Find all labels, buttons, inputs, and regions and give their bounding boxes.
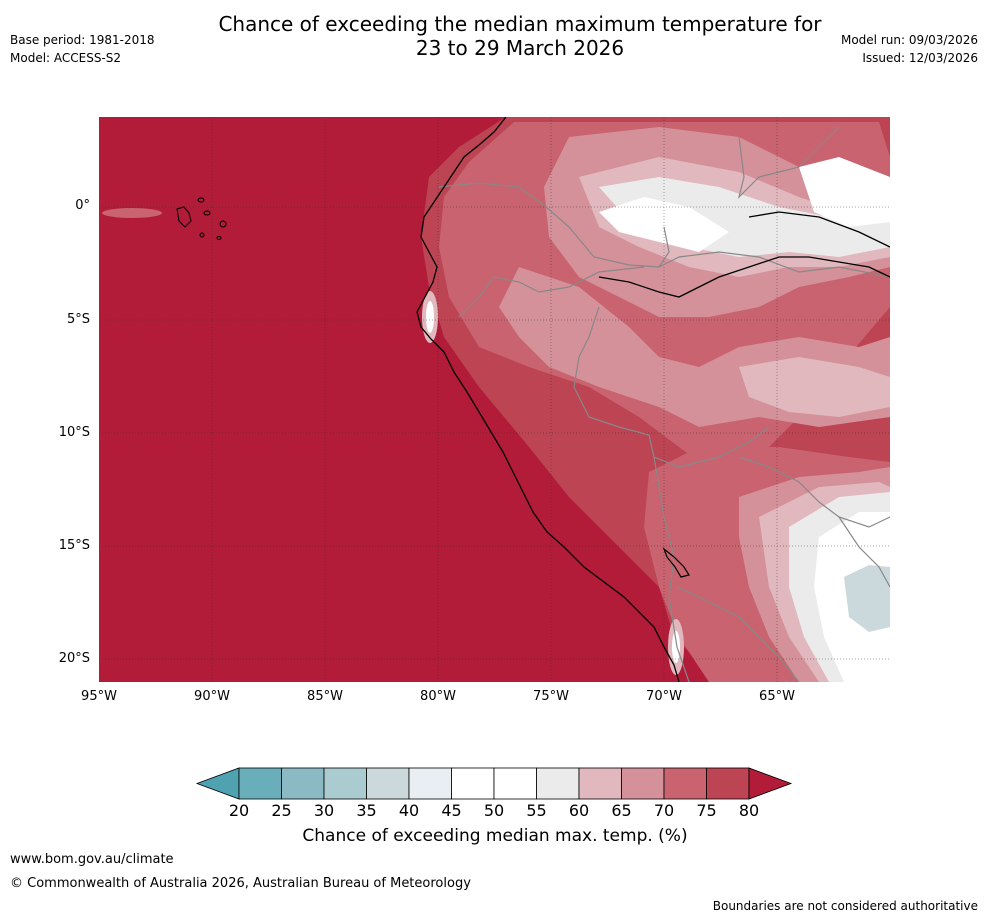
coastline-pacific xyxy=(416,117,680,682)
website-link[interactable]: www.bom.gov.au/climate xyxy=(10,852,174,867)
colorbar-tick-45: 45 xyxy=(441,801,462,820)
land-field-50-ne xyxy=(799,157,890,227)
lon-label-70w: 70°W xyxy=(646,689,682,704)
map-title: Chance of exceeding the median maximum t… xyxy=(0,12,988,60)
river-amazon xyxy=(598,256,890,298)
colorbar-tick-25: 25 xyxy=(271,801,292,820)
colorbar-tick-80: 80 xyxy=(738,801,760,820)
lon-label-95w: 95°W xyxy=(81,689,117,704)
graticule xyxy=(99,117,890,682)
lat-label-20s: 20°S xyxy=(58,651,90,666)
colorbar-bin-70-75 xyxy=(663,767,707,800)
lake-titicaca xyxy=(662,547,690,578)
left-metadata: Base period: 1981-2018 Model: ACCESS-S2 xyxy=(10,31,155,67)
colorbar-bin-75-80 xyxy=(706,767,750,800)
colorbar-bin-45-50 xyxy=(451,767,495,800)
galapagos-islands xyxy=(176,197,227,240)
colorbar-bin-25-30 xyxy=(281,767,325,800)
right-metadata: Model run: 09/03/2026 Issued: 12/03/2026 xyxy=(841,31,978,67)
issued-date: Issued: 12/03/2026 xyxy=(862,51,978,65)
colorbar-bin-50-55 xyxy=(493,767,537,800)
colorbar-tick-75: 75 xyxy=(696,801,717,820)
colorbar-extend-low xyxy=(195,767,240,800)
colorbar-bin-35-40 xyxy=(366,767,410,800)
title-line-2: 23 to 29 March 2026 xyxy=(415,36,625,60)
river-negro xyxy=(748,211,890,248)
colorbar-label: Chance of exceeding median max. temp. (%… xyxy=(302,826,688,846)
colorbar-tick-35: 35 xyxy=(356,801,377,820)
model-name: Model: ACCESS-S2 xyxy=(10,51,122,65)
land-field-40-south xyxy=(844,565,890,632)
lon-label-75w: 75°W xyxy=(533,689,569,704)
colorbar xyxy=(195,767,793,800)
lon-label-65w: 65°W xyxy=(759,689,795,704)
colorbar-tick-40: 40 xyxy=(398,801,420,820)
colorbar-bin-65-70 xyxy=(621,767,665,800)
country-borders xyxy=(438,126,890,682)
colorbar-bin-60-65 xyxy=(578,767,622,800)
model-run: Model run: 09/03/2026 xyxy=(840,33,978,47)
base-period: Base period: 1981-2018 xyxy=(10,33,155,47)
lon-label-80w: 80°W xyxy=(420,689,456,704)
colorbar-tick-65: 65 xyxy=(611,801,632,820)
colorbar-bin-40-45 xyxy=(408,767,452,800)
colorbar-tick-70: 70 xyxy=(653,801,675,820)
lat-label-5s: 5°S xyxy=(66,312,90,327)
colorbar-tick-55: 55 xyxy=(526,801,547,820)
colorbar-extend-high xyxy=(748,767,793,800)
title-line-1: Chance of exceeding the median maximum t… xyxy=(218,12,822,36)
colorbar-tick-20: 20 xyxy=(228,801,250,820)
colorbar-bin-30-35 xyxy=(323,767,367,800)
galapagos-west-spot xyxy=(102,208,162,218)
copyright-notice: © Commonwealth of Australia 2026, Austra… xyxy=(10,876,471,891)
lat-label-10s: 10°S xyxy=(58,425,90,440)
colorbar-tick-60: 60 xyxy=(568,801,590,820)
lon-label-85w: 85°W xyxy=(307,689,343,704)
colorbar-tick-50: 50 xyxy=(483,801,505,820)
colorbar-bin-55-60 xyxy=(536,767,580,800)
lat-label-15s: 15°S xyxy=(58,538,90,553)
lon-label-90w: 90°W xyxy=(194,689,230,704)
land-field-50-north xyxy=(599,197,729,252)
lat-label-0: 0° xyxy=(75,198,90,213)
colorbar-bin-20-25 xyxy=(238,767,282,800)
atacama-spot-core xyxy=(672,631,680,663)
boundaries-disclaimer: Boundaries are not considered authoritat… xyxy=(712,899,978,913)
gulf-of-guayaquil-spot-core xyxy=(426,301,434,333)
probability-map xyxy=(99,117,890,682)
colorbar-tick-30: 30 xyxy=(313,801,335,820)
